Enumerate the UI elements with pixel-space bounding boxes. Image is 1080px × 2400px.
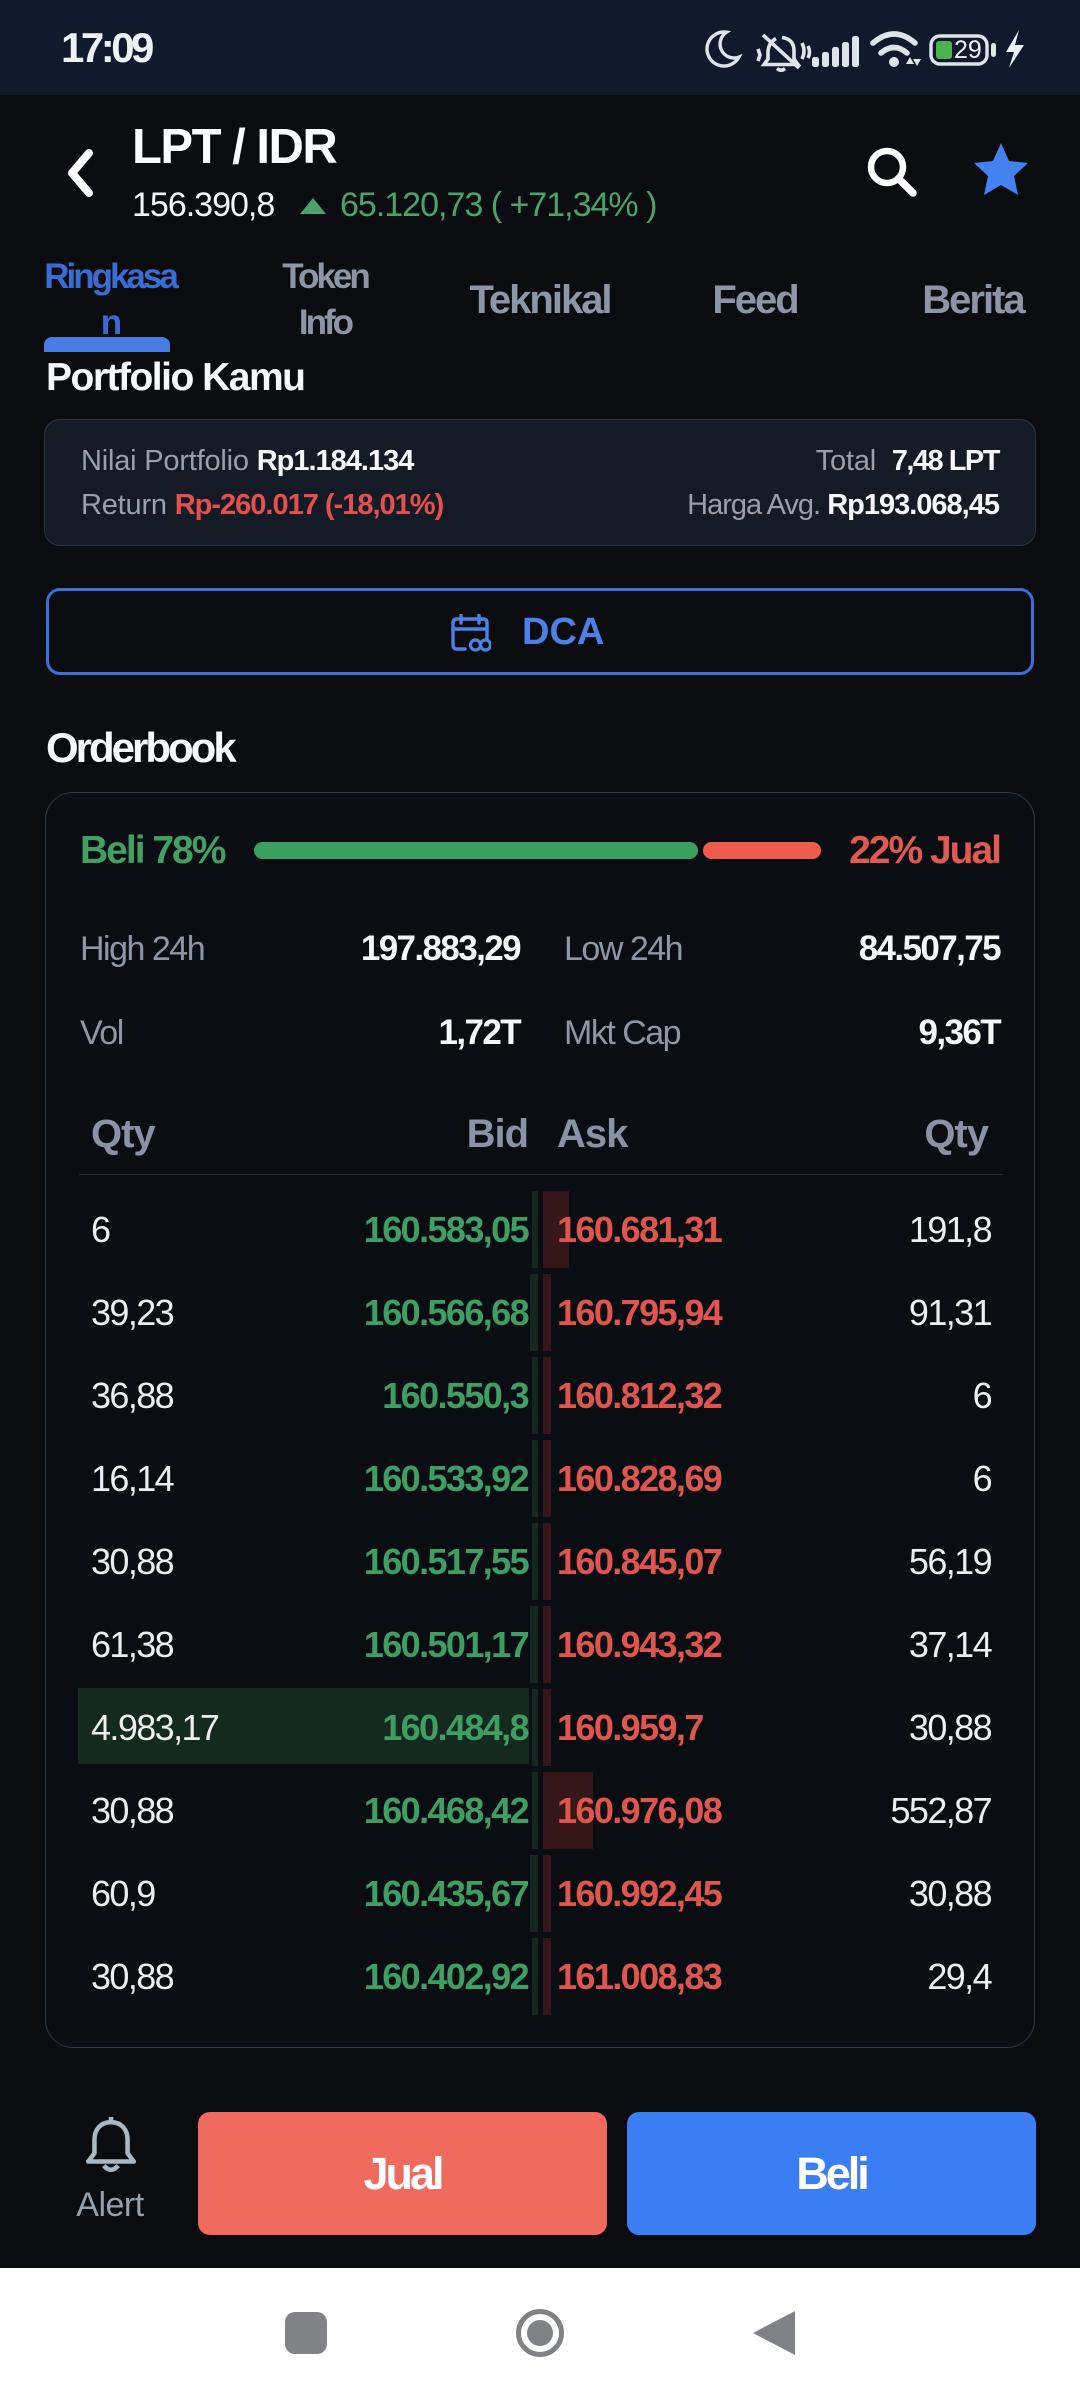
svg-text:29: 29 bbox=[954, 36, 982, 64]
